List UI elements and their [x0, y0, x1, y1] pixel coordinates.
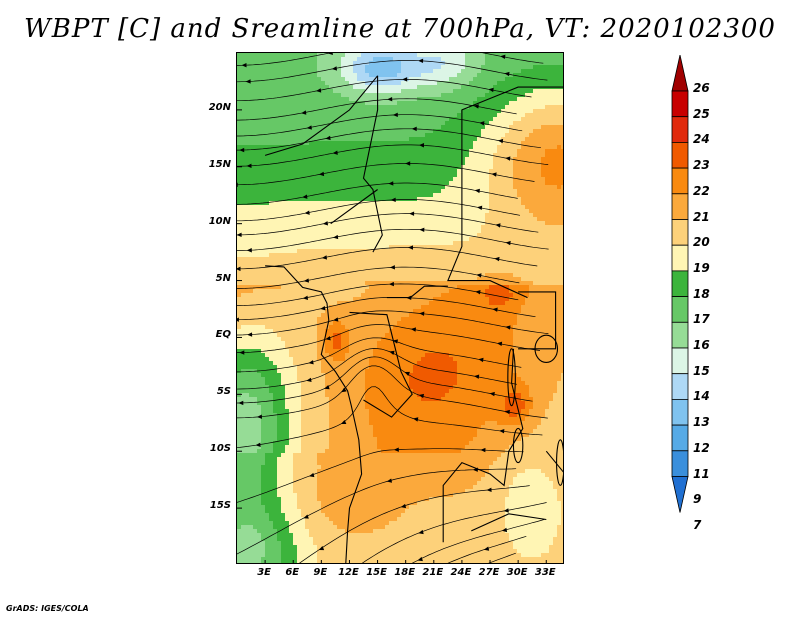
- lat-label-5N: 5N: [215, 272, 231, 284]
- lake-outline-3: [556, 439, 563, 486]
- lon-label-12E: 12E: [338, 567, 359, 578]
- colorbar-segment-15: [671, 450, 689, 477]
- streamline-arrows: [237, 53, 511, 562]
- lon-label-21E: 21E: [422, 567, 444, 578]
- lat-label-15S: 15S: [209, 500, 231, 512]
- lake-outline-1: [512, 427, 524, 464]
- lon-label-33E: 33E: [534, 567, 556, 578]
- border-line-3: [349, 311, 413, 418]
- colorbar-label-9: 9: [693, 492, 702, 507]
- streamlines: [237, 53, 549, 563]
- colorbar-segment-3: [671, 142, 689, 169]
- lat-label-EQ: EQ: [215, 329, 231, 341]
- lon-label-24E: 24E: [450, 567, 472, 578]
- border-line-6: [545, 450, 563, 473]
- colorbar-segment-1: [671, 90, 689, 118]
- lat-label-10S: 10S: [209, 443, 231, 455]
- west-africa-coastline: [265, 265, 363, 563]
- lon-label-9E: 9E: [313, 567, 328, 578]
- lake-outline-0: [507, 348, 516, 407]
- colorbar-segment-2: [671, 116, 689, 143]
- border-line-7: [330, 189, 378, 225]
- colorbar-segment-13: [671, 398, 689, 426]
- map-ticks: [237, 109, 547, 563]
- colorbar-label-14: 14: [693, 389, 710, 404]
- border-line-9: [461, 86, 563, 111]
- lat-label-20N: 20N: [208, 101, 231, 113]
- colorbar-label-25: 25: [693, 106, 710, 121]
- border-line-10: [471, 513, 547, 532]
- colorbar: [671, 55, 689, 513]
- colorbar-segment-8: [671, 270, 689, 297]
- colorbar-segment-6: [671, 219, 689, 246]
- colorbar-label-16: 16: [693, 338, 710, 352]
- border-line-8: [264, 75, 379, 156]
- colorbar-segment-9: [671, 296, 689, 323]
- lon-label-15E: 15E: [366, 567, 387, 578]
- colorbar-label-12: 12: [693, 440, 710, 455]
- colorbar-segment-7: [671, 244, 689, 272]
- colorbar-label-22: 22: [693, 183, 710, 198]
- colorbar-segment-12: [671, 373, 689, 400]
- lat-label-10N: 10N: [208, 215, 231, 227]
- country-borders: [264, 75, 563, 563]
- colorbar-label-15: 15: [693, 363, 710, 378]
- map-panel: [236, 52, 564, 564]
- border-line-2: [386, 285, 448, 299]
- lon-label-6E: 6E: [285, 567, 300, 578]
- colorbar-label-7: 7: [693, 517, 702, 532]
- colorbar-label-26: 26: [693, 81, 710, 95]
- colorbar-label-21: 21: [693, 209, 710, 224]
- colorbar-label-17: 17: [693, 312, 710, 327]
- colorbar-label-19: 19: [693, 260, 710, 275]
- lat-label-15N: 15N: [208, 158, 231, 170]
- colorbar-label-23: 23: [693, 158, 710, 173]
- colorbar-segment-10: [671, 321, 689, 349]
- wbpt-streamline-map: [237, 53, 563, 563]
- colorbar-label-11: 11: [693, 466, 710, 481]
- colorbar-label-18: 18: [693, 286, 710, 301]
- lake-outline-2: [534, 334, 559, 364]
- colorbar-segment-4: [671, 167, 689, 195]
- border-line-1: [447, 109, 528, 299]
- lon-label-18E: 18E: [394, 567, 416, 578]
- border-line-5: [518, 291, 557, 350]
- grads-credit: GrADS: IGES/COLA: [6, 604, 89, 613]
- colorbar-segment-5: [671, 193, 689, 220]
- map-title: WBPT [C] and Sreamline at 700hPa, VT: 20…: [24, 14, 776, 44]
- border-line-0: [362, 75, 383, 253]
- lon-label-27E: 27E: [478, 567, 500, 578]
- colorbar-segment-14: [671, 424, 689, 452]
- lon-label-3E: 3E: [257, 567, 271, 578]
- colorbar-label-20: 20: [693, 235, 710, 250]
- colorbar-label-24: 24: [693, 132, 710, 147]
- wbpt-shading: [237, 53, 563, 563]
- colorbar-segment-11: [671, 347, 689, 375]
- colorbar-label-13: 13: [693, 415, 710, 430]
- lat-label-5S: 5S: [216, 386, 231, 398]
- border-line-4: [442, 348, 524, 543]
- lon-label-30E: 30E: [506, 567, 528, 578]
- colorbar-bottom-arrow: [671, 476, 689, 513]
- colorbar-top-arrow: [671, 55, 689, 92]
